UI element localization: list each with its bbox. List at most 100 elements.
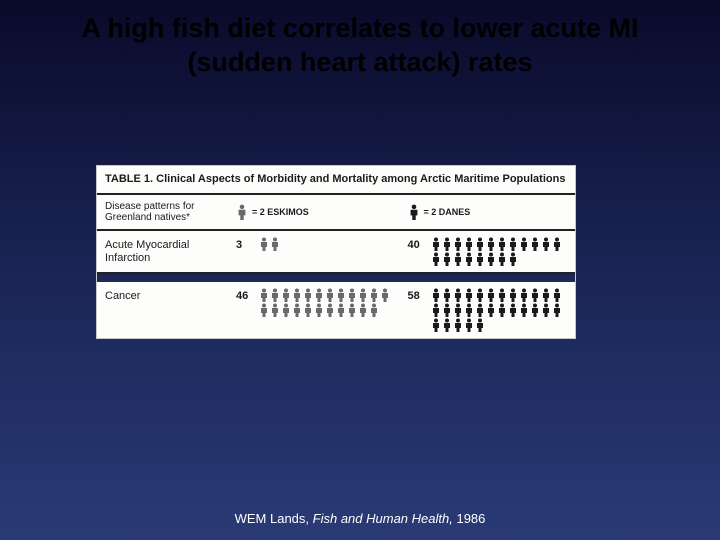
- table-row: Cancer 46 58: [97, 282, 575, 338]
- person-icon: [541, 288, 551, 302]
- person-icon: [431, 252, 441, 266]
- person-icon: [475, 318, 485, 332]
- table-subhead: Disease patterns for Greenland natives*: [97, 195, 232, 229]
- legend-eskimo: = 2 ESKIMOS: [232, 195, 404, 229]
- person-icon: [270, 237, 280, 251]
- person-icon: [314, 303, 324, 317]
- person-icon: [336, 303, 346, 317]
- person-icon-dane: [408, 204, 420, 220]
- person-icon: [497, 303, 507, 317]
- person-icon: [431, 237, 441, 251]
- title-line-1: A high fish diet correlates to lower acu…: [81, 13, 638, 43]
- person-icon: [508, 288, 518, 302]
- legend-eskimo-text: = 2 ESKIMOS: [252, 207, 309, 217]
- person-icon: [497, 237, 507, 251]
- person-icon: [281, 303, 291, 317]
- title-line-2: (sudden heart attack) rates: [187, 47, 532, 77]
- person-icon: [530, 237, 540, 251]
- person-icon: [281, 288, 291, 302]
- person-icon: [336, 288, 346, 302]
- person-icon: [541, 303, 551, 317]
- person-icon: [358, 303, 368, 317]
- row-cell-eskimo: 46: [232, 282, 404, 338]
- person-icon: [270, 303, 280, 317]
- person-icon: [464, 252, 474, 266]
- person-icon: [530, 303, 540, 317]
- person-icon: [475, 237, 485, 251]
- person-icon: [259, 237, 269, 251]
- person-icon: [508, 237, 518, 251]
- table-caption: TABLE 1. Clinical Aspects of Morbidity a…: [97, 166, 575, 195]
- person-icon: [292, 288, 302, 302]
- person-icon: [380, 288, 390, 302]
- person-icon: [453, 318, 463, 332]
- person-icon: [475, 288, 485, 302]
- count-value: 3: [236, 237, 254, 251]
- person-icon: [486, 303, 496, 317]
- person-icon: [519, 303, 529, 317]
- person-icon: [475, 252, 485, 266]
- person-icon: [453, 252, 463, 266]
- person-icon: [464, 288, 474, 302]
- person-icon: [270, 288, 280, 302]
- table-label: TABLE 1.: [105, 173, 153, 185]
- person-icon: [508, 303, 518, 317]
- person-icon: [453, 237, 463, 251]
- person-icon: [464, 318, 474, 332]
- person-icon: [431, 303, 441, 317]
- person-icon: [325, 288, 335, 302]
- person-icon: [259, 288, 269, 302]
- person-icon: [292, 303, 302, 317]
- person-icon: [475, 303, 485, 317]
- legend-dane: = 2 DANES: [404, 195, 576, 229]
- row-cell-dane: 40: [404, 231, 576, 272]
- row-cell-eskimo: 3: [232, 231, 404, 272]
- slide-title: A high fish diet correlates to lower acu…: [0, 0, 720, 80]
- person-icon: [259, 303, 269, 317]
- table-caption-text: Clinical Aspects of Morbidity and Mortal…: [156, 173, 565, 185]
- person-icon: [552, 237, 562, 251]
- person-icon: [347, 288, 357, 302]
- legend-dane-text: = 2 DANES: [424, 207, 471, 217]
- row-label: Acute Myocardial Infarction: [97, 231, 232, 272]
- icon-grid-eskimo: [259, 237, 280, 251]
- person-icon: [442, 237, 452, 251]
- count-value: 46: [236, 288, 254, 302]
- person-icon: [369, 288, 379, 302]
- person-icon: [442, 288, 452, 302]
- person-icon: [453, 288, 463, 302]
- person-icon: [314, 288, 324, 302]
- person-icon: [486, 288, 496, 302]
- row-cell-dane: 58: [404, 282, 576, 338]
- person-icon: [486, 252, 496, 266]
- citation-title: Fish and Human Health,: [313, 511, 453, 526]
- person-icon: [347, 303, 357, 317]
- count-value: 58: [408, 288, 426, 302]
- citation-year: 1986: [456, 511, 485, 526]
- person-icon: [442, 318, 452, 332]
- person-icon: [303, 288, 313, 302]
- person-icon-eskimo: [236, 204, 248, 220]
- person-icon: [497, 288, 507, 302]
- person-icon: [325, 303, 335, 317]
- person-icon: [369, 303, 379, 317]
- citation-author: WEM Lands,: [235, 511, 309, 526]
- person-icon: [497, 252, 507, 266]
- table-row: Acute Myocardial Infarction 3 40: [97, 231, 575, 274]
- person-icon: [453, 303, 463, 317]
- row-separator: [97, 274, 575, 282]
- person-icon: [442, 303, 452, 317]
- person-icon: [552, 288, 562, 302]
- person-icon: [464, 237, 474, 251]
- person-icon: [508, 252, 518, 266]
- person-icon: [519, 288, 529, 302]
- icon-grid-eskimo: [259, 288, 394, 317]
- person-icon: [303, 303, 313, 317]
- person-icon: [442, 252, 452, 266]
- icon-grid-dane: [431, 237, 566, 266]
- count-value: 40: [408, 237, 426, 251]
- person-icon: [431, 318, 441, 332]
- person-icon: [530, 288, 540, 302]
- citation: WEM Lands, Fish and Human Health, 1986: [0, 511, 720, 526]
- table-subhead-row: Disease patterns for Greenland natives* …: [97, 195, 575, 231]
